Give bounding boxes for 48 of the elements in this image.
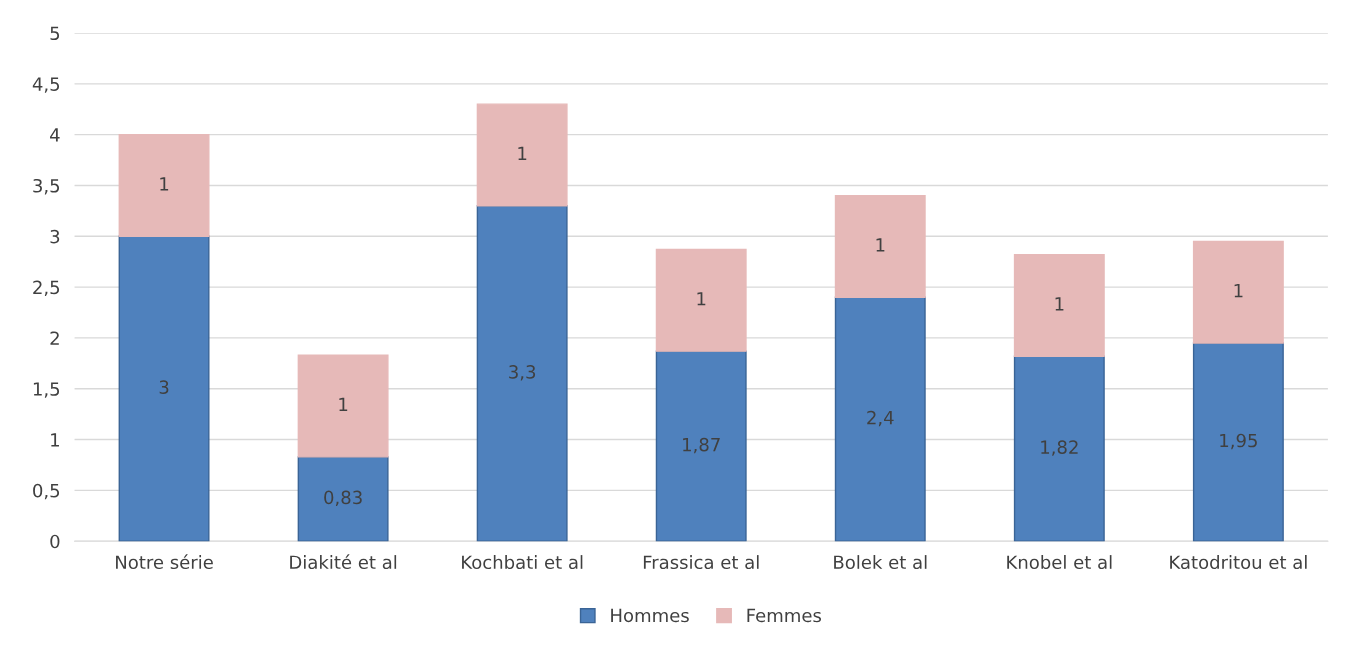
data-label: 1,95 bbox=[1220, 433, 1257, 450]
bar bbox=[834, 296, 926, 542]
data-label: 1 bbox=[876, 238, 885, 252]
legend-label: Femmes bbox=[747, 608, 822, 623]
data-label: 0,83 bbox=[324, 490, 362, 507]
bar bbox=[1192, 342, 1284, 542]
data-label: 1 bbox=[160, 177, 169, 191]
y-tick-label: 4,5 bbox=[32, 77, 60, 93]
y-tick-label: 1,5 bbox=[33, 382, 60, 398]
bar bbox=[476, 103, 568, 207]
data-label: 3 bbox=[159, 380, 169, 394]
x-tick-label: Kochbati et al bbox=[462, 555, 583, 570]
data-label: 3,3 bbox=[509, 365, 536, 381]
data-label: 1 bbox=[1055, 297, 1064, 311]
bar bbox=[655, 350, 747, 542]
bar bbox=[1013, 355, 1105, 542]
bar bbox=[476, 205, 568, 542]
y-tick-label: 0,5 bbox=[33, 483, 60, 500]
bar bbox=[118, 235, 210, 542]
x-tick-label: Frassica et al bbox=[643, 555, 759, 570]
y-tick-label: 4 bbox=[50, 128, 60, 142]
bar bbox=[655, 248, 747, 352]
bar bbox=[297, 354, 389, 458]
data-label: 1,87 bbox=[683, 437, 720, 454]
data-label: 1 bbox=[518, 146, 527, 160]
data-label: 2,4 bbox=[867, 410, 894, 427]
x-tick-label: Knobel et al bbox=[1007, 555, 1112, 570]
y-tick-label: 3,5 bbox=[33, 178, 60, 195]
legend-label: Hommes bbox=[611, 608, 689, 623]
data-label: 1 bbox=[1234, 284, 1243, 298]
y-tick-label: 2,5 bbox=[33, 280, 60, 297]
x-tick-label: Katodritou et al bbox=[1170, 555, 1307, 570]
bar bbox=[118, 133, 210, 237]
bar bbox=[834, 194, 926, 298]
data-label: 1,82 bbox=[1041, 440, 1078, 456]
data-label: 1 bbox=[697, 292, 706, 306]
x-tick-label: Bolek et al bbox=[834, 555, 927, 570]
bar bbox=[1192, 240, 1284, 344]
bar bbox=[297, 456, 389, 542]
data-label: 1 bbox=[339, 397, 348, 411]
y-tick-label: 0 bbox=[50, 534, 60, 549]
y-tick-label: 5 bbox=[50, 26, 60, 41]
x-tick-label: Diakité et al bbox=[290, 554, 397, 570]
bar bbox=[1013, 253, 1105, 357]
x-tick-label: Notre série bbox=[116, 554, 213, 570]
y-tick-label: 1 bbox=[51, 433, 59, 447]
y-tick-label: 3 bbox=[50, 229, 60, 244]
y-tick-label: 2 bbox=[50, 331, 59, 345]
